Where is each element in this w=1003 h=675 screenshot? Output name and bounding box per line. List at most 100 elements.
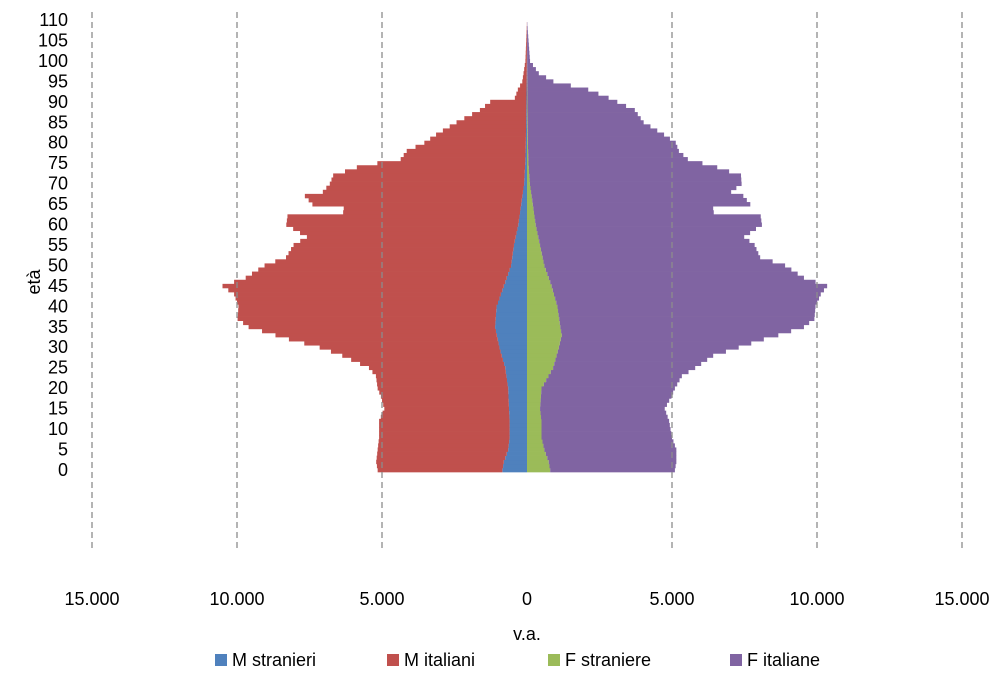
- bar-f-italiane-age-23: [548, 373, 682, 379]
- bar-f-italiane-age-63: [533, 210, 714, 215]
- bar-f-straniere-age-15: [527, 406, 541, 411]
- bar-f-italiane-age-29: [557, 349, 726, 354]
- bar-m-italiani-age-104: [526, 42, 527, 47]
- bar-m-italiani-age-33: [275, 332, 497, 338]
- bar-m-italiani-age-76: [400, 157, 526, 162]
- bar-f-straniere-age-4: [527, 451, 546, 456]
- bar-m-stranieri-age-22: [506, 377, 527, 383]
- bar-m-italiani-age-103: [525, 46, 527, 52]
- y-tick-label: 35: [48, 317, 68, 337]
- y-tick-label: 30: [48, 337, 68, 357]
- bar-f-straniere-age-88: [527, 107, 528, 113]
- bar-m-stranieri-age-18: [508, 394, 527, 399]
- bar-f-italiane-age-92: [527, 91, 599, 97]
- y-tick-label: 95: [48, 71, 68, 91]
- bar-f-italiane-age-44: [552, 287, 824, 293]
- bar-f-italiane-age-62: [534, 214, 761, 219]
- y-tick-label: 60: [48, 215, 68, 235]
- bar-f-straniere-age-77: [527, 152, 529, 158]
- bar-f-straniere-age-78: [527, 148, 529, 154]
- bar-m-italiani-age-32: [288, 337, 498, 342]
- bar-m-italiani-age-92: [516, 91, 527, 97]
- bar-m-italiani-age-60: [286, 222, 519, 227]
- bar-m-stranieri-age-19: [508, 390, 527, 395]
- bar-m-italiani-age-75: [377, 161, 526, 166]
- bar-f-italiane-age-2: [548, 459, 677, 465]
- bar-m-italiani-age-77: [403, 152, 526, 158]
- bar-f-straniere-age-23: [527, 373, 549, 379]
- bar-m-italiani-age-51: [275, 259, 512, 264]
- x-tick-label: 0: [522, 589, 532, 609]
- bar-f-straniere-age-29: [527, 349, 558, 354]
- bar-f-italiane-age-74: [528, 165, 718, 170]
- bar-f-italiane-age-37: [559, 316, 815, 322]
- bar-f-straniere-age-40: [527, 304, 558, 309]
- bar-f-italiane-age-8: [541, 435, 672, 440]
- bar-f-italiane-age-34: [561, 328, 792, 334]
- bar-m-stranieri-age-75: [525, 161, 527, 166]
- bar-m-stranieri-age-48: [508, 271, 527, 277]
- bar-m-stranieri-age-73: [524, 169, 527, 174]
- bar-m-stranieri-age-78: [525, 148, 527, 154]
- bar-f-straniere-age-27: [527, 357, 556, 362]
- bar-m-stranieri-age-1: [503, 463, 527, 469]
- bar-m-stranieri-age-91: [526, 95, 527, 101]
- bar-f-straniere-age-35: [527, 324, 561, 330]
- bar-m-stranieri-age-30: [499, 345, 527, 350]
- bar-f-italiane-age-72: [529, 173, 742, 178]
- bar-m-italiani-age-21: [377, 382, 508, 387]
- bar-f-straniere-age-57: [527, 234, 539, 240]
- bar-m-italiani-age-82: [436, 132, 526, 137]
- bar-f-straniere-age-47: [527, 275, 549, 281]
- bar-m-stranieri-age-32: [497, 337, 527, 342]
- bar-m-stranieri-age-29: [500, 349, 527, 354]
- bar-f-italiane-age-4: [545, 451, 677, 456]
- bar-m-italiani-age-11: [379, 422, 510, 428]
- x-tick-label: 10.000: [209, 589, 264, 609]
- bar-m-italiani-age-57: [306, 234, 516, 240]
- bar-f-italiane-age-75: [528, 161, 703, 166]
- y-tick-label: 100: [38, 51, 68, 71]
- bar-f-italiane-age-13: [541, 414, 668, 420]
- bar-f-straniere-age-30: [527, 345, 559, 350]
- bar-f-italiane-age-47: [548, 275, 804, 281]
- bar-m-stranieri-age-17: [508, 398, 527, 403]
- bar-f-italiane-age-22: [546, 377, 680, 383]
- bar-m-italiani-age-63: [343, 210, 521, 215]
- y-tick-label: 15: [48, 399, 68, 419]
- bar-f-italiane-age-46: [550, 279, 816, 285]
- bar-f-italiane-age-6: [543, 443, 675, 448]
- bar-f-straniere-age-55: [527, 242, 541, 248]
- bar-f-italiane-age-68: [531, 189, 732, 195]
- gridlines: [91, 12, 963, 552]
- bar-f-straniere-age-36: [527, 320, 560, 326]
- bar-m-italiani-age-4: [377, 451, 507, 456]
- bar-m-stranieri-age-60: [518, 222, 527, 227]
- bar-f-italiane-age-104: [527, 42, 529, 47]
- bar-m-italiani-age-17: [382, 398, 509, 403]
- bar-f-italiane-age-15: [540, 406, 665, 411]
- bar-m-italiani-age-84: [449, 124, 527, 129]
- bar-f-straniere-age-26: [527, 361, 555, 366]
- bar-m-italiani-age-30: [319, 345, 500, 350]
- y-tick-label: 85: [48, 112, 68, 132]
- bar-m-italiani-age-70: [329, 181, 525, 187]
- bar-f-straniere-age-19: [527, 390, 542, 395]
- bar-f-italiane-age-88: [527, 107, 635, 113]
- bar-m-italiani-age-47: [245, 275, 507, 281]
- bar-m-italiani-age-106: [526, 34, 527, 39]
- bar-f-italiane-age-50: [544, 263, 786, 268]
- bar-m-italiani-age-44: [228, 287, 503, 293]
- bar-f-italiane-age-0: [550, 467, 675, 473]
- y-tick-label: 105: [38, 31, 68, 51]
- bar-m-italiani-age-13: [380, 414, 510, 420]
- bar-m-stranieri-age-76: [525, 157, 527, 162]
- bar-m-stranieri-age-10: [509, 427, 527, 432]
- bar-f-italiane-age-60: [535, 222, 762, 227]
- bar-m-stranieri-age-23: [506, 373, 527, 379]
- bar-m-italiani-age-1: [376, 463, 504, 469]
- bar-f-italiane-age-69: [530, 185, 737, 191]
- bar-m-italiani-age-14: [382, 410, 510, 416]
- bar-f-straniere-age-6: [527, 443, 544, 448]
